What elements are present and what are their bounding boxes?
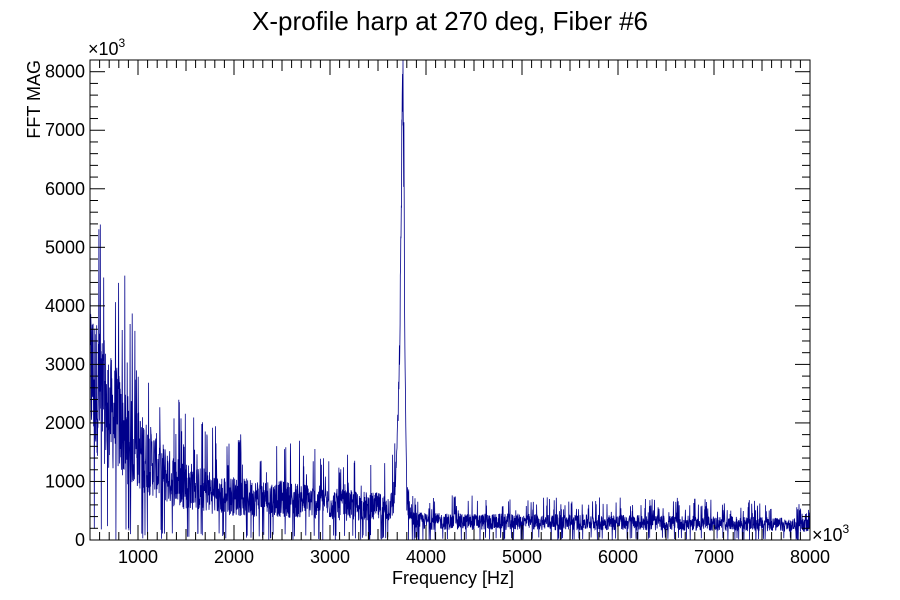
y-tick-label: 6000 (45, 179, 85, 199)
x-axis-multiplier: ×103 (812, 522, 850, 545)
y-tick-label: 0 (75, 530, 85, 550)
x-tick-label: 6000 (598, 547, 638, 567)
y-tick-label: 8000 (45, 62, 85, 82)
ticks-layer: 1000 2000 3000 4000 5000 6000 7000 8000 0 1000 200… (45, 59, 830, 567)
x-tick-label: 5000 (502, 547, 542, 567)
x-tick-label: 4000 (406, 547, 446, 567)
series-line (89, 59, 811, 541)
chart-title: X-profile harp at 270 deg, Fiber #6 (252, 6, 648, 36)
y-axis-multiplier: ×103 (88, 36, 126, 59)
x-axis-label: Frequency [Hz] (392, 568, 514, 588)
plot-frame (89, 59, 811, 541)
x-tick-label: 7000 (694, 547, 734, 567)
x-tick-label: 8000 (790, 547, 830, 567)
y-tick-label: 1000 (45, 471, 85, 491)
svg-text:×103: ×103 (812, 522, 850, 545)
y-tick-label: 2000 (45, 413, 85, 433)
x-tick-label: 2000 (214, 547, 254, 567)
series-layer (89, 59, 811, 541)
axes-layer (89, 59, 811, 541)
y-tick-label: 5000 (45, 237, 85, 257)
y-tick-label: 3000 (45, 354, 85, 374)
x-tick-label: 3000 (310, 547, 350, 567)
y-tick-label: 7000 (45, 120, 85, 140)
x-tick-label: 1000 (118, 547, 158, 567)
y-tick-label: 4000 (45, 296, 85, 316)
svg-text:×103: ×103 (88, 36, 126, 59)
y-axis-label: FFT MAG (24, 60, 44, 139)
